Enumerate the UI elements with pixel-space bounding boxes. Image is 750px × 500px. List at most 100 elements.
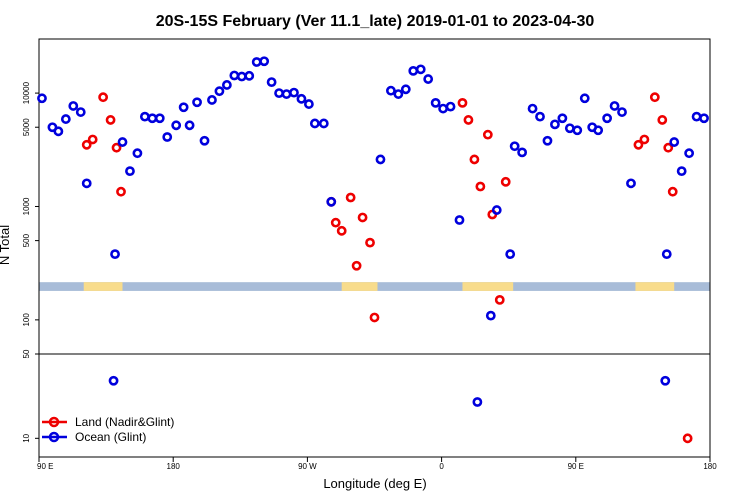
x-tick-label: 180 (167, 462, 181, 471)
ocean-data-point (660, 375, 671, 386)
ocean-data-point (505, 249, 516, 260)
ocean-data-point (184, 120, 195, 131)
ocean-data-point (572, 125, 583, 136)
ocean-data-point (53, 126, 64, 137)
ocean-data-point (60, 114, 71, 124)
ocean-data-point (259, 56, 270, 67)
ocean-data-point (132, 148, 143, 159)
land-data-point (639, 134, 650, 145)
lower-panel: 10 50 (22, 349, 711, 458)
upper-y-ticks: 100 500 1000 5000 10000 (22, 81, 39, 327)
y-tick-label: 500 (22, 233, 31, 247)
ocean-data-point (125, 166, 135, 177)
land-data-point (365, 237, 375, 248)
ocean-data-point (303, 99, 314, 109)
ocean-data-point (147, 113, 158, 124)
y-tick-label: 1000 (22, 197, 31, 215)
ocean-data-point (691, 111, 702, 122)
land-data-point (663, 142, 674, 153)
ocean-data-point (274, 88, 284, 98)
land-mask-band (39, 282, 710, 291)
ocean-data-point (593, 125, 604, 136)
ocean-data-point (557, 113, 568, 124)
land-band-segment (83, 282, 123, 291)
y-axis-label: N Total (0, 225, 12, 265)
x-tick-label: 90 E (37, 462, 53, 471)
ocean-data-point (386, 85, 396, 96)
y-tick-label: 100 (22, 313, 31, 327)
land-data-point (682, 433, 693, 444)
ocean-data-point (162, 132, 173, 142)
legend-ocean-label: Ocean (Glint) (75, 430, 146, 444)
legend-ocean-marker (48, 431, 60, 443)
ocean-data-point (68, 101, 79, 111)
ocean-data-point (207, 95, 217, 105)
ocean-data-point (430, 97, 441, 108)
ocean-data-point (445, 101, 456, 112)
land-data-point (667, 186, 678, 197)
x-tick-label: 90 E (568, 462, 584, 471)
ocean-data-point (626, 178, 636, 189)
upper-panel: 100 500 1000 5000 10000 (22, 38, 711, 355)
land-data-point (457, 97, 468, 108)
ocean-data-point (669, 137, 680, 147)
ocean-data-point (676, 166, 687, 177)
ocean-data-point (236, 71, 247, 82)
x-tick-label: 90 W (298, 462, 317, 471)
data-points (37, 56, 709, 444)
land-data-point (351, 260, 362, 271)
land-data-point (357, 212, 368, 223)
land-data-point (494, 295, 505, 305)
ocean-data-point (609, 101, 620, 111)
legend-land-label: Land (Nadir&Glint) (75, 415, 174, 429)
lower-plot-frame (38, 353, 711, 458)
ocean-data-point (289, 87, 299, 98)
land-data-point (482, 129, 493, 140)
land-data-point (345, 192, 356, 203)
land-data-point (633, 139, 644, 150)
y-tick-label: 10 (22, 433, 31, 442)
land-data-point (111, 142, 122, 153)
x-axis: 90 E 180 90 W 0 90 E 180 (37, 457, 717, 471)
ocean-data-point (75, 107, 86, 117)
legend-land-marker (48, 416, 60, 428)
chart-title: 20S-15S February (Ver 11.1_late) 2019-01… (156, 13, 595, 30)
x-tick-label: 180 (703, 462, 717, 471)
ocean-data-point (509, 141, 520, 152)
ocean-data-point (602, 113, 613, 124)
land-data-point (369, 312, 380, 323)
ocean-data-point (400, 84, 411, 95)
ocean-data-point (266, 77, 277, 88)
land-data-point (81, 139, 92, 150)
ocean-data-point (408, 65, 419, 76)
ocean-data-point (221, 80, 232, 90)
ocean-data-point (491, 205, 502, 215)
land-data-point (330, 217, 341, 228)
ocean-data-point (154, 113, 165, 124)
ocean-data-point (309, 118, 320, 129)
ocean-data-point (393, 89, 404, 99)
ocean-data-point (326, 196, 337, 207)
ocean-data-point (171, 120, 182, 131)
ocean-data-point (199, 135, 210, 146)
ocean-data-point (517, 147, 528, 158)
y-tick-label: 50 (22, 349, 31, 358)
land-data-point (105, 115, 116, 125)
ocean-data-point (438, 103, 448, 114)
ocean-data-point (108, 375, 119, 386)
ocean-data-point (699, 113, 709, 124)
legend: Land (Nadir&Glint) Ocean (Glint) (42, 415, 174, 444)
ocean-data-point (110, 249, 120, 260)
ocean-data-point (423, 74, 434, 84)
upper-plot-frame (38, 38, 711, 355)
ocean-data-point (617, 107, 627, 117)
land-band-segment (462, 282, 514, 291)
ocean-data-point (244, 70, 255, 81)
land-data-point (475, 181, 486, 192)
ocean-data-point (214, 86, 225, 97)
ocean-data-point (564, 123, 575, 134)
land-data-point (649, 92, 660, 103)
ocean-data-point (281, 89, 292, 99)
ocean-data-point (472, 397, 483, 407)
